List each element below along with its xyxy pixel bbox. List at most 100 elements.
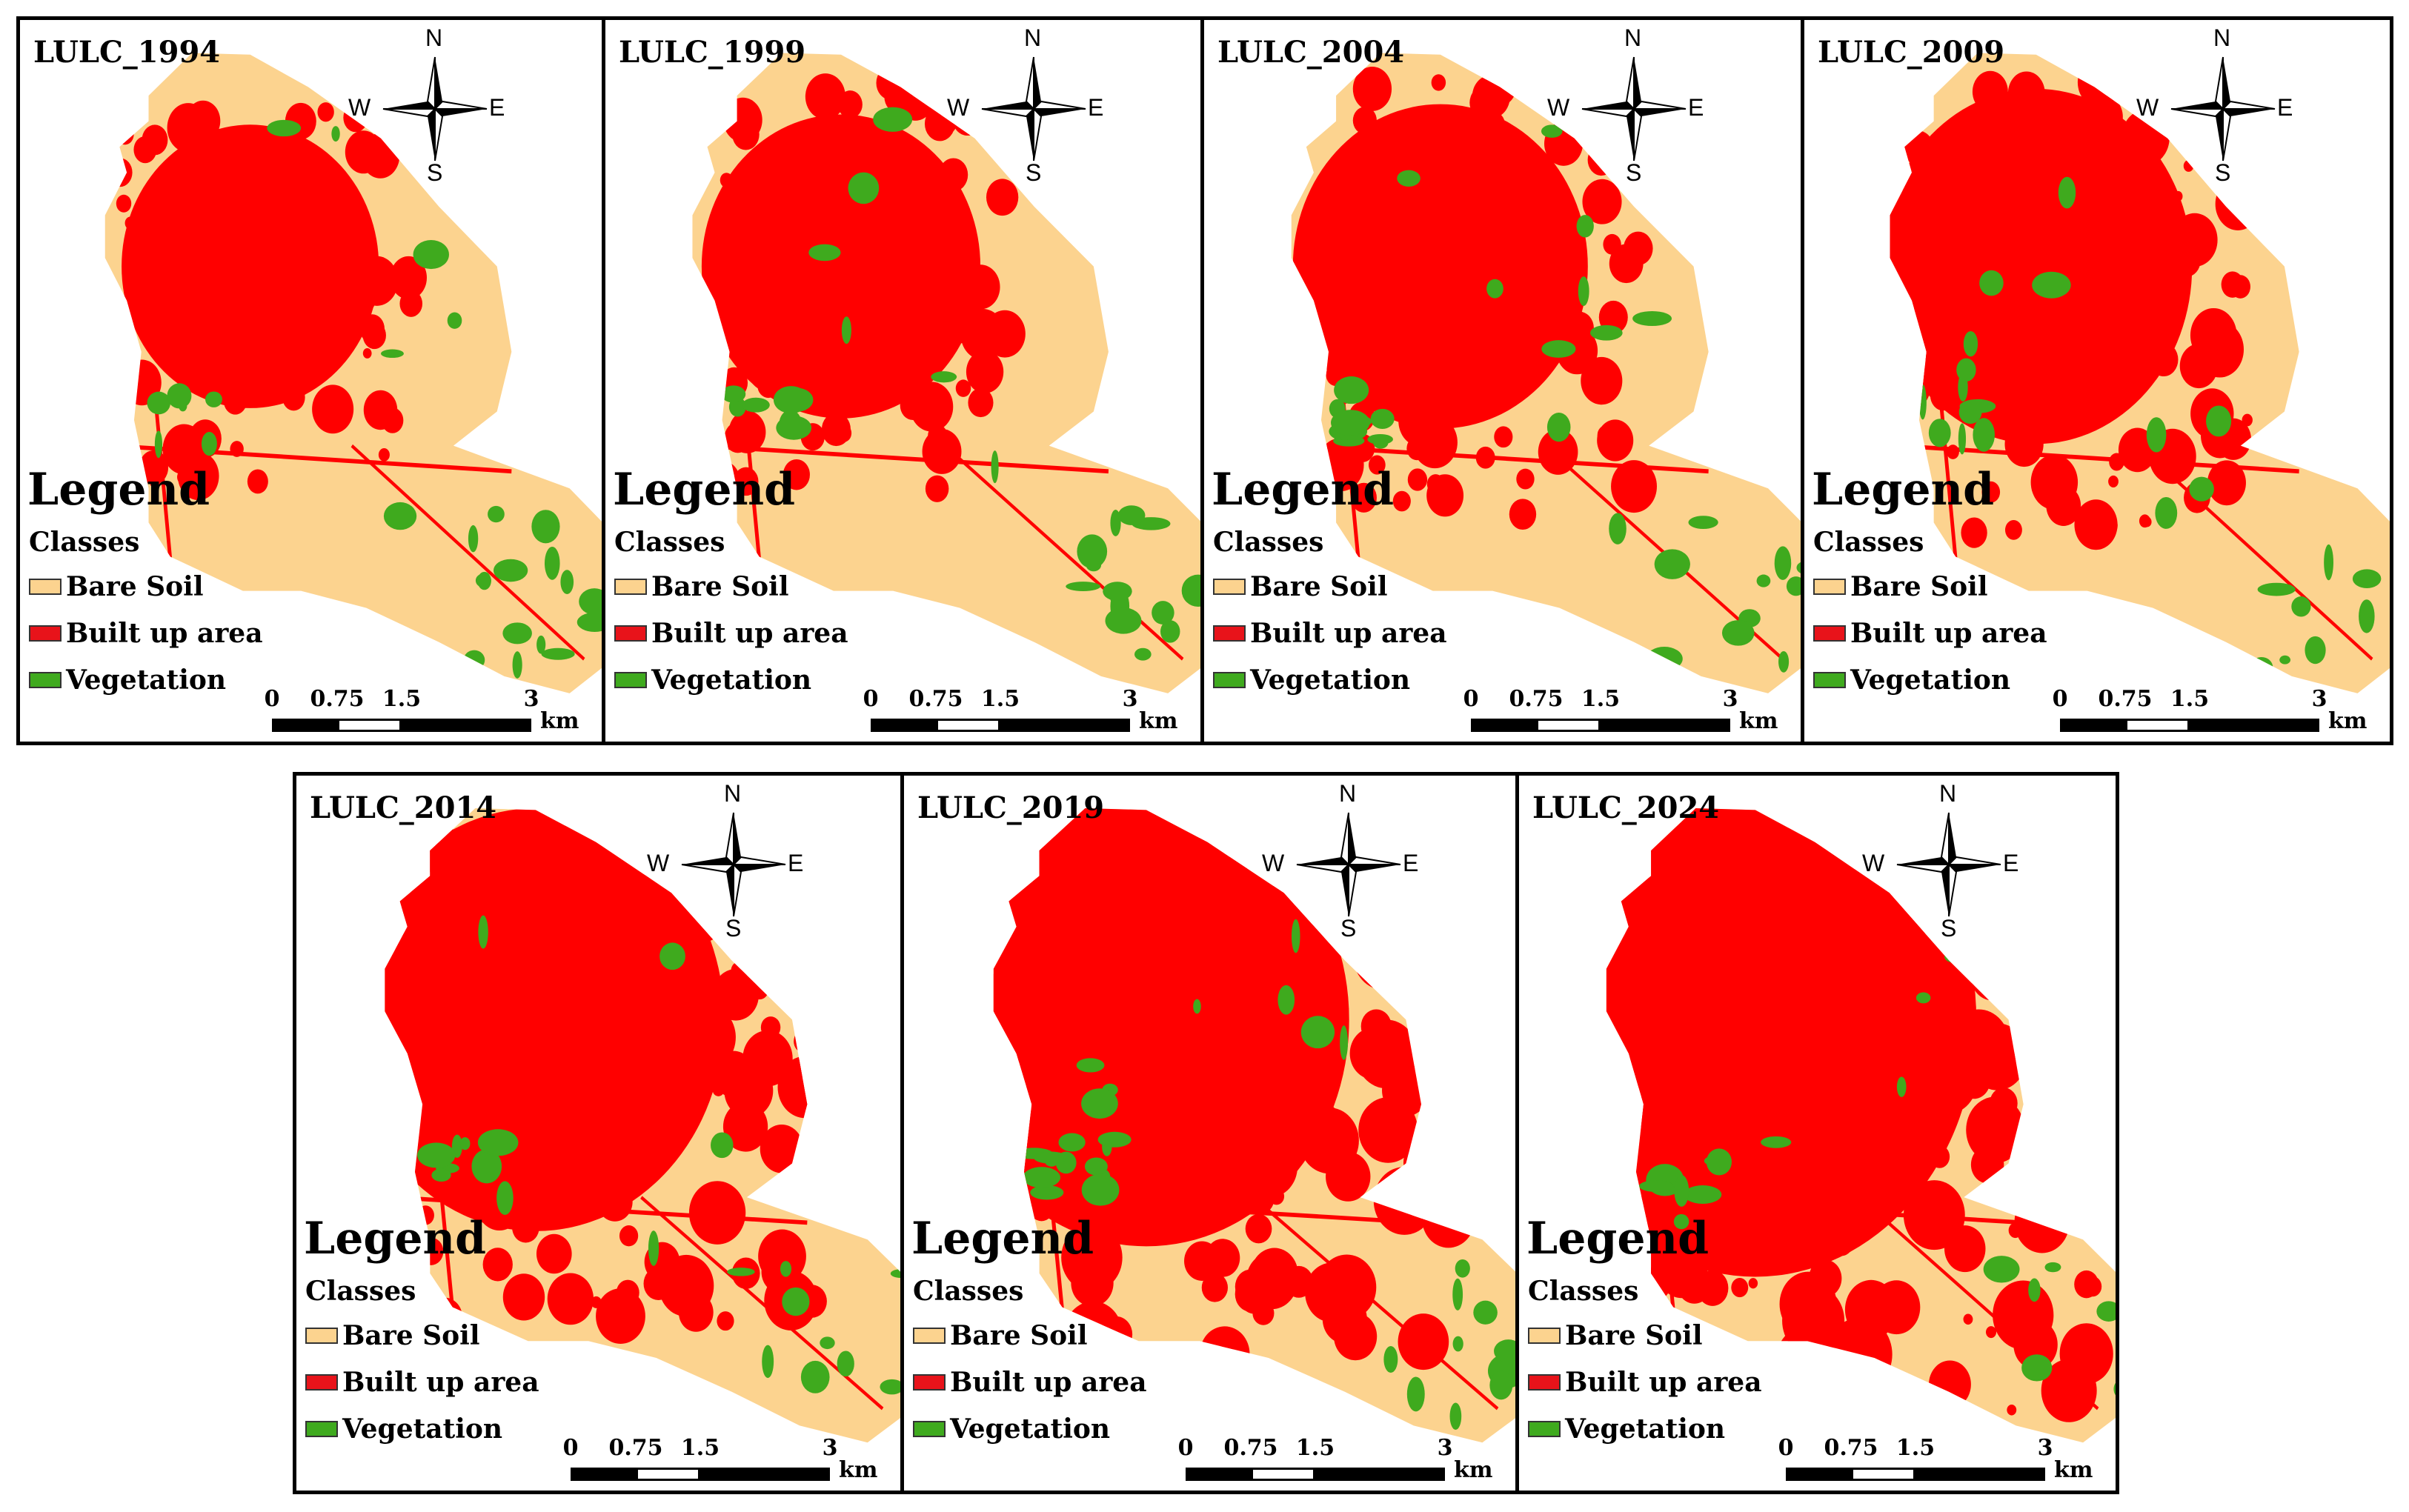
- built-up-patch: [1442, 307, 1456, 322]
- built-up-patch: [285, 156, 305, 180]
- built-up-patch: [1215, 1090, 1250, 1129]
- built-up-patch: [2074, 1270, 2099, 1299]
- legend-title: Legend: [27, 464, 210, 516]
- legend-label: Built up area: [66, 618, 263, 649]
- built-up-patch: [1970, 1145, 2004, 1184]
- built-up-patch: [2154, 276, 2188, 315]
- vegetation-patch: [931, 371, 957, 383]
- built-up-patch: [1392, 490, 1411, 512]
- scale-unit: km: [1139, 708, 1178, 734]
- built-up-patch: [2119, 242, 2131, 256]
- vegetation-patch: [1673, 1213, 1689, 1230]
- vegetation-patch: [1756, 574, 1771, 587]
- vegetation-patch: [1918, 384, 1927, 420]
- scale-bar-segment: [1251, 1468, 1315, 1481]
- built-up-patch: [900, 353, 929, 386]
- legend-item: Vegetation: [305, 1413, 502, 1445]
- built-up-patch: [273, 259, 317, 311]
- vegetation-patch: [780, 1261, 792, 1277]
- built-up-patch: [1679, 945, 1689, 956]
- built-up-patch: [1775, 1369, 1832, 1433]
- built-up-patch: [1961, 517, 1987, 548]
- built-up-patch: [597, 1182, 633, 1222]
- built-up-patch: [485, 871, 531, 922]
- built-up-patch: [247, 469, 268, 494]
- legend-swatch: [29, 672, 62, 688]
- vegetation-patch: [808, 244, 841, 262]
- built-up-patch: [616, 953, 668, 1010]
- built-up-patch: [2002, 1177, 2021, 1199]
- legend-swatch: [1813, 625, 1846, 642]
- legend-label: Bare Soil: [1850, 571, 1988, 602]
- vegetation-patch: [496, 1181, 514, 1216]
- built-up-patch: [1544, 324, 1555, 338]
- vegetation-patch: [1077, 534, 1108, 569]
- vegetation-patch: [579, 588, 602, 615]
- built-up-patch: [1349, 1028, 1397, 1080]
- legend-swatch: [1813, 579, 1846, 595]
- built-up-patch: [1231, 968, 1249, 988]
- built-up-patch: [1509, 499, 1537, 530]
- built-up-patch: [1352, 67, 1392, 111]
- built-up-patch: [1928, 1360, 1971, 1409]
- built-up-patch: [961, 264, 1000, 310]
- built-up-patch: [986, 179, 1019, 216]
- vegetation-patch: [820, 1336, 835, 1350]
- built-up-patch: [1873, 1041, 1924, 1099]
- built-up-patch: [875, 364, 888, 378]
- vegetation-patch: [1291, 919, 1300, 953]
- built-up-patch: [1582, 179, 1622, 224]
- compass-label-e: E: [1688, 94, 1704, 121]
- built-up-patch: [1973, 204, 2016, 253]
- built-up-patch: [142, 124, 168, 156]
- vegetation-patch: [659, 942, 685, 970]
- compass-label-n: N: [1939, 780, 1957, 807]
- vegetation-patch: [471, 1149, 502, 1184]
- vegetation-patch: [848, 172, 880, 204]
- legend-label: Bare Soil: [66, 571, 204, 602]
- legend-item: Built up area: [305, 1367, 539, 1398]
- built-up-patch: [2074, 499, 2118, 550]
- vegetation-patch: [1334, 376, 1369, 404]
- built-up-patch: [547, 1273, 594, 1325]
- road-line: [392, 1195, 808, 1225]
- legend-swatch: [1213, 579, 1246, 595]
- lulc-map: [1606, 808, 2116, 1443]
- map-panel: LULC_2014 N S E W Legend Classes Bare Soil Built…: [293, 772, 904, 1494]
- vegetation-patch: [2305, 636, 2326, 665]
- vegetation-patch: [2044, 1262, 2061, 1273]
- built-up-patch: [187, 374, 199, 389]
- vegetation-patch: [1370, 408, 1395, 430]
- vegetation-patch: [1973, 418, 1995, 452]
- built-up-patch: [849, 199, 897, 253]
- compass-label-w: W: [1862, 850, 1885, 876]
- scale-tick-label: 0.75: [608, 1435, 663, 1461]
- built-up-patch: [362, 348, 372, 359]
- legend-swatch: [1528, 1374, 1561, 1391]
- scale-unit: km: [1739, 708, 1778, 734]
- built-up-patch: [1618, 877, 1678, 945]
- built-up-patch: [1326, 1151, 1371, 1202]
- built-up-patch: [688, 1181, 746, 1245]
- built-up-patch: [1197, 1156, 1228, 1191]
- built-up-patch: [1929, 383, 1940, 396]
- built-up-patch: [1128, 973, 1189, 1042]
- vegetation-patch: [782, 1287, 810, 1316]
- built-up-patch: [795, 275, 825, 310]
- legend-subtitle: Classes: [913, 1276, 1024, 1307]
- built-up-patch: [1240, 1059, 1272, 1095]
- built-up-patch: [2094, 380, 2117, 407]
- built-up-patch: [481, 827, 514, 865]
- scale-tick-label: 0: [1778, 1435, 1794, 1461]
- built-up-patch: [1199, 825, 1218, 846]
- built-up-patch: [598, 1013, 627, 1045]
- compass-label-w: W: [1262, 850, 1285, 876]
- built-up-patch: [2075, 1018, 2113, 1060]
- vegetation-patch: [711, 1132, 734, 1159]
- legend-item: Bare Soil: [305, 1320, 480, 1351]
- legend-item: Vegetation: [29, 665, 226, 696]
- compass-label-e: E: [1088, 94, 1104, 121]
- built-up-patch: [1360, 1009, 1392, 1044]
- built-up-patch: [326, 250, 349, 277]
- legend-swatch: [1528, 1421, 1561, 1437]
